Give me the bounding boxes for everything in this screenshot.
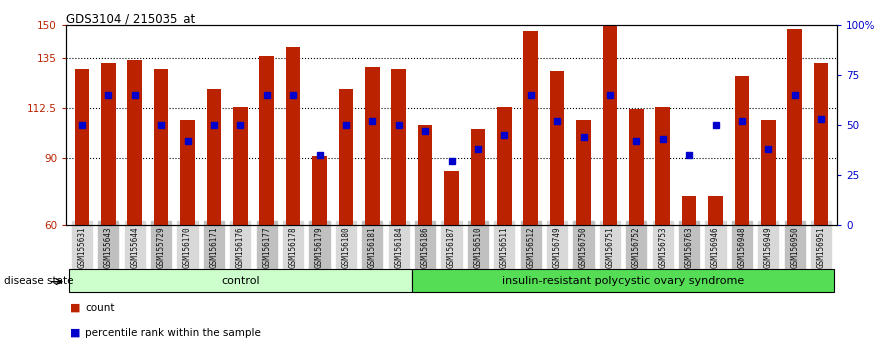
- Text: disease state: disease state: [4, 276, 73, 286]
- Bar: [69, 269, 412, 292]
- Bar: [444, 171, 459, 225]
- Bar: [207, 89, 221, 225]
- Bar: [550, 72, 565, 225]
- Bar: [814, 63, 828, 225]
- Bar: [128, 60, 142, 225]
- Bar: [603, 25, 618, 225]
- Bar: [418, 125, 433, 225]
- Bar: [523, 32, 538, 225]
- Bar: [338, 89, 353, 225]
- Bar: [365, 67, 380, 225]
- Bar: [75, 69, 89, 225]
- Bar: [735, 76, 749, 225]
- Bar: [576, 120, 591, 225]
- Text: control: control: [221, 275, 260, 286]
- Bar: [788, 29, 802, 225]
- Bar: [682, 196, 696, 225]
- Bar: [181, 120, 195, 225]
- Bar: [391, 69, 406, 225]
- Bar: [285, 47, 300, 225]
- Bar: [708, 196, 722, 225]
- Text: ■: ■: [70, 303, 81, 313]
- Bar: [497, 107, 512, 225]
- Text: percentile rank within the sample: percentile rank within the sample: [85, 328, 262, 338]
- Bar: [629, 109, 644, 225]
- Bar: [154, 69, 168, 225]
- Bar: [655, 107, 670, 225]
- Bar: [761, 120, 775, 225]
- Text: insulin-resistant polycystic ovary syndrome: insulin-resistant polycystic ovary syndr…: [502, 275, 744, 286]
- Bar: [259, 56, 274, 225]
- Bar: [312, 156, 327, 225]
- Bar: [233, 107, 248, 225]
- Bar: [101, 63, 115, 225]
- Text: count: count: [85, 303, 115, 313]
- Bar: [470, 129, 485, 225]
- Text: ■: ■: [70, 328, 81, 338]
- Text: GDS3104 / 215035_at: GDS3104 / 215035_at: [66, 12, 196, 25]
- Bar: [412, 269, 834, 292]
